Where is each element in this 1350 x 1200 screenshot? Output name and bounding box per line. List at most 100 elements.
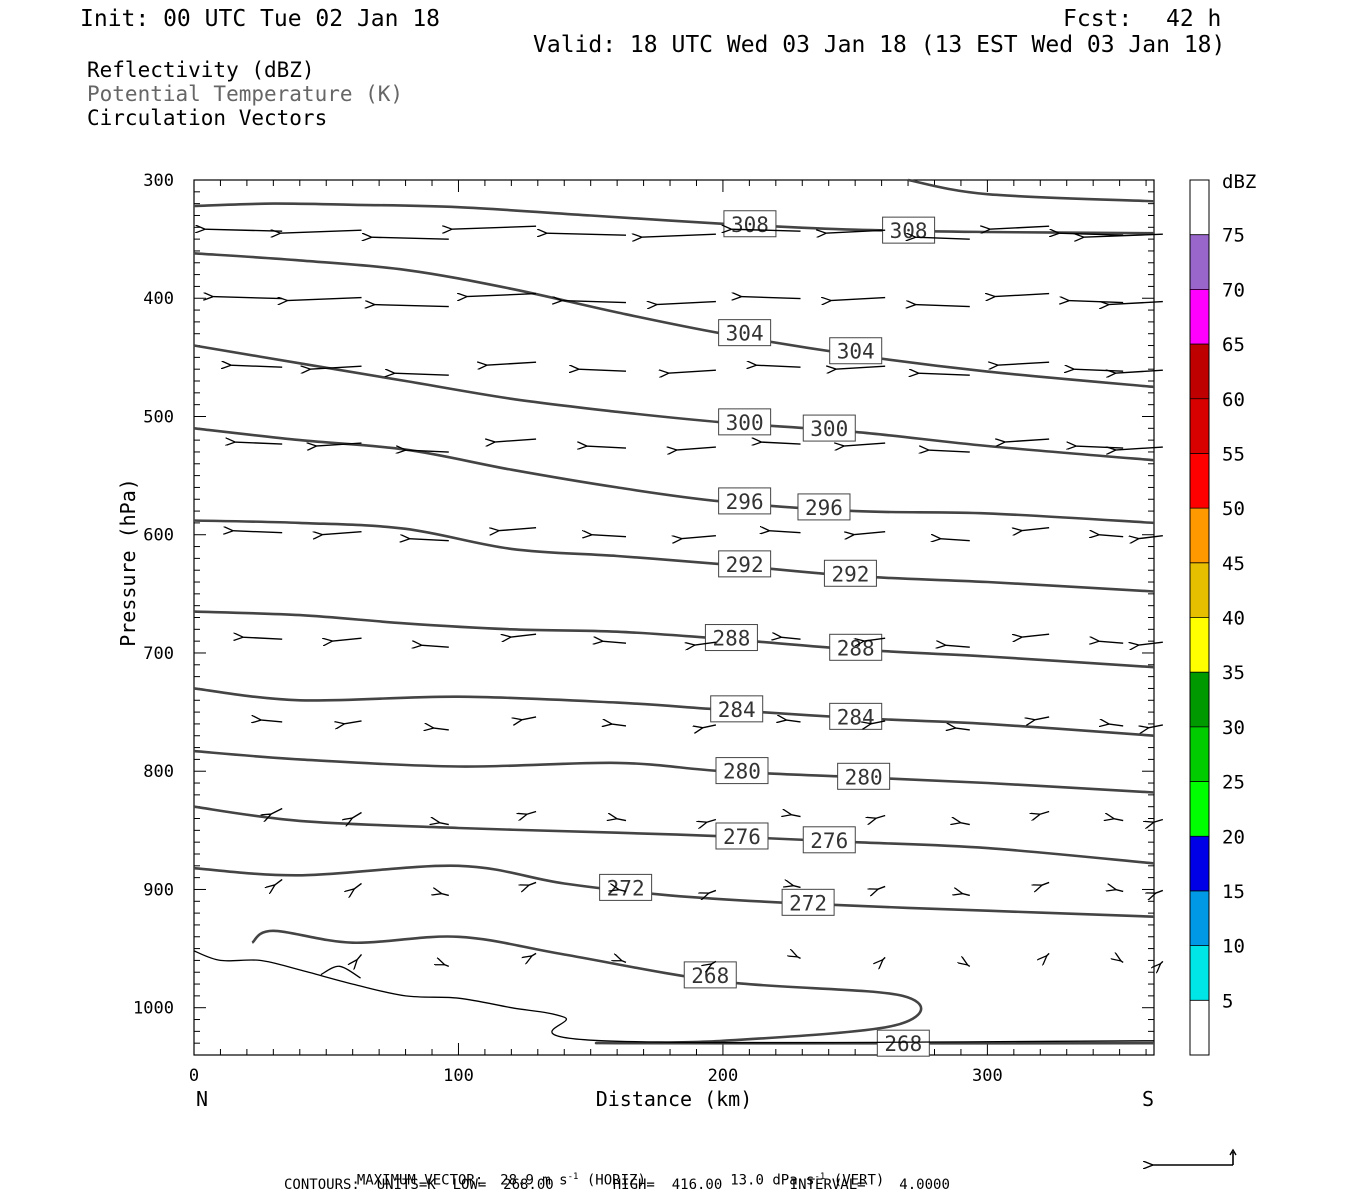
circulation-vector [1138,641,1163,645]
circulation-vector [270,807,283,815]
colorbar-label: 5 [1222,990,1233,1012]
circulation-vector [1039,810,1050,815]
circulation-vector [405,450,449,452]
y-tick-label: 800 [143,762,174,782]
circulation-vector [962,893,970,897]
circulation-vector [1138,535,1163,539]
isentrope-label-box [718,487,772,515]
colorbar-label: 25 [1222,772,1245,794]
footer-max-vector: MAXIMUM VECTOR: 28.9 m s-1 (HORIZ) 13.0 … [340,1159,884,1188]
circulation-vector [791,815,801,817]
circulation-vector [928,450,970,452]
circulation-vector [494,439,537,442]
circulation-vector [260,720,283,722]
circulation-vector [618,889,627,893]
valid-time: Valid: 18 UTC Wed 03 Jan 18 (13 EST Wed … [533,32,1226,58]
circulation-vector [1046,952,1050,956]
circulation-vector [997,362,1050,365]
isentrope-label-box [718,550,772,578]
colorbar-label: 60 [1222,389,1245,411]
circulation-vector [444,964,450,968]
colorbar-label: 40 [1222,608,1245,630]
isentrope-label-box [710,695,764,723]
isentrope-label: 296 [726,490,764,514]
isentrope-label: 296 [805,496,843,520]
circulation-vector [967,964,971,967]
x-tick-label: 200 [708,1066,739,1086]
circulation-vector [1073,369,1124,371]
circulation-vector [781,637,801,639]
circulation-vector [877,885,886,889]
circulation-vector [641,234,716,237]
isentrope-line [251,929,1155,1045]
isentrope-label-box [715,757,769,785]
circulation-vector [994,294,1050,297]
footer-contours: CONTOURS: UNITS=K LOW= 268.00 HIGH= 416.… [284,1177,950,1193]
circulation-vector [374,305,449,307]
circulation-vector [441,893,449,897]
y-tick-label: 600 [143,526,174,546]
circulation-vector [486,362,537,365]
circulation-vector [204,229,283,231]
legend-reflectivity: Reflectivity (dBZ) [87,58,315,82]
isentrope-label-box [704,624,758,652]
isentrope-label-box [802,414,856,442]
circulation-vector [797,956,801,960]
y-tick-label: 1000 [133,999,174,1019]
isentrope-label-box [802,826,856,854]
isentrope-label: 292 [726,553,764,577]
circulation-vector [915,237,970,239]
circulation-vector [702,724,717,728]
colorbar-label: 20 [1222,826,1245,848]
isentrope-label: 272 [789,891,827,915]
circulation-vector [287,298,362,301]
isentrope-label: 288 [712,627,750,651]
circulation-vector [561,301,627,303]
x-end-label-south: S [1142,1087,1154,1111]
circulation-vector [526,810,537,815]
isentrope-label-box [797,493,851,521]
circulation-vector [1068,301,1124,303]
circulation-vector [274,878,283,885]
isentrope-label: 304 [837,340,875,364]
forecast-hours: 42 h [1166,6,1222,32]
x-axis-title: Distance (km) [596,1087,753,1111]
circulation-vector [741,297,801,299]
circulation-vector [230,365,283,367]
isentrope-label: 308 [890,219,928,243]
circulation-vector [1021,527,1050,531]
forecast-label: Fcst: [1063,6,1133,32]
isentrope-label: 300 [726,411,764,435]
isentrope-line [193,202,1155,235]
isentrope-line [193,519,1155,593]
colorbar-label: 70 [1222,279,1245,301]
circulation-vector [322,532,362,535]
circulation-vector [1115,889,1124,893]
legend-potential-temperature: Potential Temperature (K) [87,82,404,106]
colorbar-label: 35 [1222,662,1245,684]
circulation-vector [1041,881,1050,885]
circulation-vector [394,373,449,375]
colorbar-segment [1190,1000,1209,1055]
circulation-vector [602,641,627,643]
horiz-exponent: -1 [567,1172,579,1182]
circulation-vector [371,237,449,239]
circulation-vector [1004,439,1050,442]
circulation-vector [875,814,886,819]
circulation-vector [433,728,449,730]
isentrope-line [193,427,1155,525]
circulation-vector [843,443,886,446]
isentrope-label-box [837,762,891,790]
circulation-vector [1115,370,1163,373]
isentrope-label: 284 [718,698,756,722]
circulation-vector [1098,535,1124,537]
isentrope-label: 272 [607,876,645,900]
legend-circulation-vectors: Circulation Vectors [87,106,328,130]
vert-tag: (VERT) [833,1172,885,1189]
isentrope-label: 280 [845,765,883,789]
isentrope-line [907,178,1155,203]
circulation-vector [586,446,627,448]
circulation-vector [1075,446,1124,448]
colorbar-segment [1190,289,1209,345]
y-tick-label: 500 [143,407,174,427]
